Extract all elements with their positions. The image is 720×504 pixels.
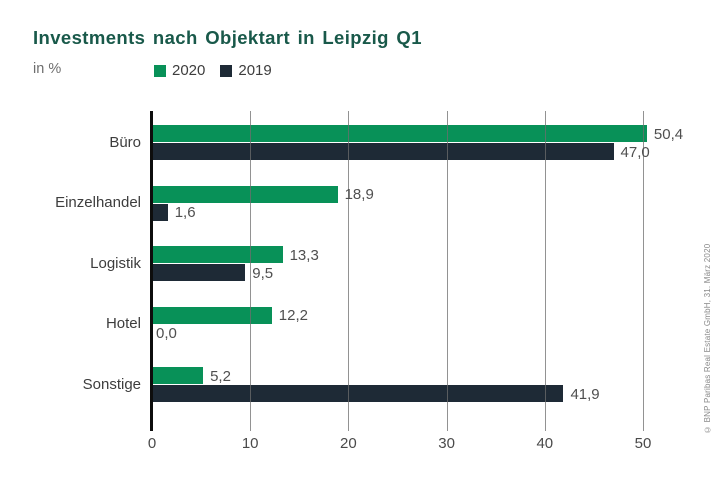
- unit-label: in %: [33, 61, 62, 77]
- gridline-50: [643, 111, 644, 431]
- category-label-hotel: Hotel: [105, 315, 141, 333]
- x-tick-label-0: 0: [147, 435, 157, 452]
- category-label-b-ro: Büro: [109, 133, 141, 151]
- x-tick-label-50: 50: [634, 435, 652, 452]
- value-label-2020-hotel: 12,2: [278, 307, 308, 325]
- gridline-30: [446, 111, 448, 431]
- value-label-2019-einzelhandel: 1,6: [174, 204, 196, 222]
- gridline-40: [544, 111, 546, 431]
- bar-2020-b-ro: [152, 125, 647, 142]
- value-label-2020-logistik: 13,3: [289, 246, 319, 264]
- legend-label-2020: 2020: [172, 62, 206, 79]
- legend-label-2019: 2019: [238, 62, 272, 79]
- legend: 2020 2019: [154, 62, 272, 79]
- value-label-2019-hotel: 0,0: [156, 325, 177, 343]
- category-label-sonstige: Sonstige: [82, 375, 141, 393]
- gridline-10: [250, 111, 252, 431]
- bar-2020-hotel: [152, 306, 272, 324]
- value-label-2019-sonstige: 41,9: [570, 385, 600, 403]
- x-tick-label-30: 30: [438, 435, 455, 452]
- bar-2020-sonstige: [152, 367, 204, 385]
- copyright-note: © BNP Paribas Real Estate GmbH, 31. März…: [703, 243, 712, 434]
- value-label-2019-logistik: 9,5: [252, 264, 274, 282]
- x-tick-label-40: 40: [536, 435, 554, 452]
- bar-2019-sonstige: [152, 385, 564, 403]
- value-label-2020-b-ro: 50,4: [653, 125, 684, 143]
- x-tick-label-10: 10: [241, 435, 259, 452]
- value-label-2020-sonstige: 5,2: [210, 367, 231, 385]
- legend-swatch-2019: [220, 64, 233, 77]
- legend-swatch-2020: [154, 64, 166, 77]
- value-label-2020-einzelhandel: 18,9: [344, 186, 374, 204]
- x-tick-label-20: 20: [340, 435, 357, 452]
- value-label-2019-b-ro: 47,0: [620, 143, 650, 161]
- bar-2019-einzelhandel: [152, 203, 168, 221]
- bar-2020-logistik: [152, 246, 283, 264]
- bar-2020-einzelhandel: [152, 185, 338, 203]
- legend-item-2020: 2020: [154, 62, 205, 79]
- y-axis-line: [150, 111, 153, 431]
- bar-2019-b-ro: [152, 143, 614, 160]
- category-label-logistik: Logistik: [90, 254, 141, 272]
- gridline-20: [348, 111, 350, 431]
- category-label-einzelhandel: Einzelhandel: [55, 194, 141, 212]
- bar-2019-logistik: [152, 264, 246, 282]
- legend-item-2019: 2019: [220, 62, 272, 79]
- chart-title: Investments nach Objektart in Leipzig Q1: [33, 27, 422, 48]
